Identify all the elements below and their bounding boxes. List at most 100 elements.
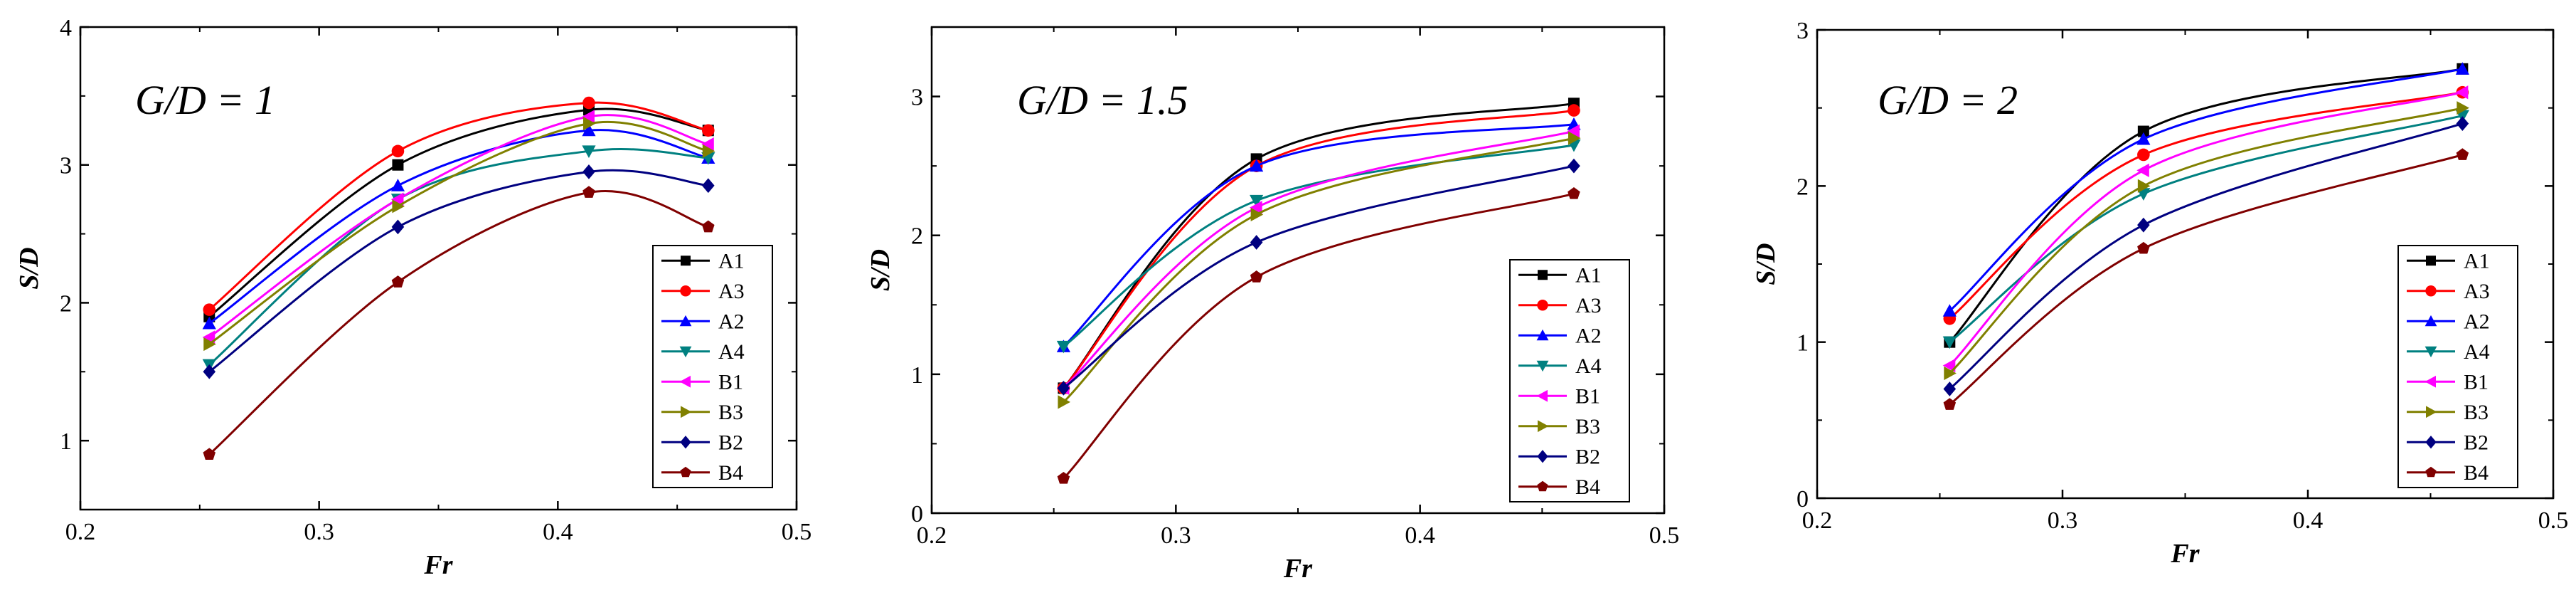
data-point-B1 [1942, 358, 1956, 373]
series-line-B2 [1063, 164, 1575, 389]
data-point-B2 [2456, 116, 2469, 131]
data-point-B4 [702, 220, 715, 233]
x-tick-label: 0.5 [2538, 507, 2569, 534]
data-point-B3 [2137, 179, 2151, 193]
data-point-B1 [582, 110, 595, 124]
data-point-B1 [2136, 163, 2149, 177]
y-tick-label: 1 [60, 428, 72, 455]
data-point-B3 [1568, 131, 1581, 145]
data-point-A4 [1250, 194, 1264, 208]
data-point-A3 [2137, 148, 2150, 162]
x-axis-title: Fr [423, 550, 453, 580]
legend-marker-B2 [680, 436, 691, 449]
data-point-A3 [582, 96, 595, 110]
legend-label-A1: A1 [718, 249, 745, 273]
data-point-A2 [2455, 62, 2469, 75]
x-tick-label: 0.2 [1802, 507, 1833, 534]
legend: A1 A3 A2 A4 B1 B3 B2 B4 [2397, 245, 2518, 488]
data-point-B4 [1568, 186, 1580, 199]
data-point-B2 [702, 178, 715, 194]
data-point-A2 [1942, 304, 1957, 317]
series-line-A4 [1949, 115, 2463, 343]
y-tick-label: 3 [1797, 18, 1809, 44]
data-point-A2 [582, 123, 596, 137]
x-axis-title: Fr [2170, 539, 2200, 569]
y-tick-label: 0 [1797, 486, 1809, 512]
data-point-B3 [1944, 366, 1957, 381]
x-tick-label: 0.4 [2293, 507, 2324, 534]
legend-marker-B4 [680, 466, 691, 478]
data-point-B4 [2456, 148, 2469, 160]
y-axis-title: S/D [1751, 243, 1781, 285]
y-tick-label: 4 [60, 15, 72, 41]
data-point-A1 [392, 159, 404, 171]
legend-label-A3: A3 [718, 280, 745, 303]
x-tick-label: 0.4 [1405, 522, 1435, 549]
legend-marker-A3 [1537, 300, 1548, 311]
legend: A1 A3 A2 A4 B1 B3 B2 B4 [1509, 259, 1630, 502]
legend-label-A2: A2 [718, 310, 745, 333]
data-point-B2 [1250, 235, 1263, 250]
data-point-A3 [1568, 104, 1580, 117]
data-point-B4 [1943, 398, 1957, 410]
legend-marker-A1 [2426, 256, 2436, 266]
legend-marker-B4 [2425, 466, 2437, 478]
series-line-B4 [1949, 154, 2463, 406]
data-point-B2 [1943, 381, 1957, 396]
data-point-B3 [1058, 395, 1070, 409]
data-point-B2 [1057, 380, 1070, 396]
data-point-A1 [2137, 125, 2149, 137]
legend-marker-A2 [679, 315, 692, 327]
series-line-A1 [1949, 68, 2463, 343]
legend-label-B1: B1 [1575, 384, 1600, 408]
series-line-B2 [1949, 122, 2463, 390]
legend-label-B4: B4 [1575, 475, 1600, 499]
legend-marker-B1 [679, 375, 691, 388]
legend-marker-A1 [681, 256, 691, 266]
legend-label-B2: B2 [718, 431, 743, 454]
legend-label-B1: B1 [2464, 370, 2489, 394]
series-line-A2 [208, 129, 709, 325]
data-point-B2 [582, 164, 595, 179]
series-line-B1 [208, 114, 709, 339]
data-point-B2 [203, 364, 216, 379]
data-point-B3 [392, 199, 405, 214]
legend-marker-B3 [1538, 420, 1549, 433]
data-point-B1 [2455, 85, 2469, 100]
series-line-B4 [208, 190, 709, 456]
legend: A1 A3 A2 A4 B1 B3 B2 B4 [652, 245, 773, 488]
data-point-B3 [582, 117, 596, 131]
y-tick-label: 3 [60, 153, 72, 179]
legend-label-B4: B4 [2464, 461, 2489, 485]
data-point-A4 [1056, 340, 1070, 354]
data-point-B2 [2137, 217, 2150, 233]
x-tick-label: 0.2 [65, 519, 96, 545]
data-point-B3 [203, 337, 216, 352]
data-point-A4 [1942, 336, 1957, 349]
data-point-B1 [1250, 201, 1262, 215]
legend-label-B1: B1 [718, 370, 743, 394]
x-tick-label: 0.3 [2048, 507, 2078, 534]
legend-box [1509, 259, 1630, 502]
data-point-A3 [203, 303, 216, 316]
series-line-B2 [208, 169, 708, 373]
legend-label-B3: B3 [718, 401, 743, 424]
legend-marker-A2 [2425, 315, 2437, 327]
legend-marker-A3 [2425, 285, 2437, 297]
legend-box [652, 245, 773, 488]
data-point-B2 [391, 219, 405, 235]
data-point-B4 [582, 186, 595, 198]
data-point-B4 [391, 275, 405, 288]
series-line-A4 [208, 147, 708, 366]
x-axis-title: Fr [1283, 554, 1313, 584]
legend-label-B4: B4 [718, 461, 743, 485]
series-line-B3 [1063, 137, 1575, 403]
legend-marker-B4 [1537, 480, 1548, 492]
x-tick-label: 0.4 [543, 519, 573, 545]
data-point-B1 [202, 330, 215, 344]
series-line-B3 [208, 120, 709, 345]
legend-marker-B3 [2426, 406, 2437, 418]
legend-marker-A1 [1538, 270, 1548, 280]
data-point-B4 [1057, 472, 1070, 484]
